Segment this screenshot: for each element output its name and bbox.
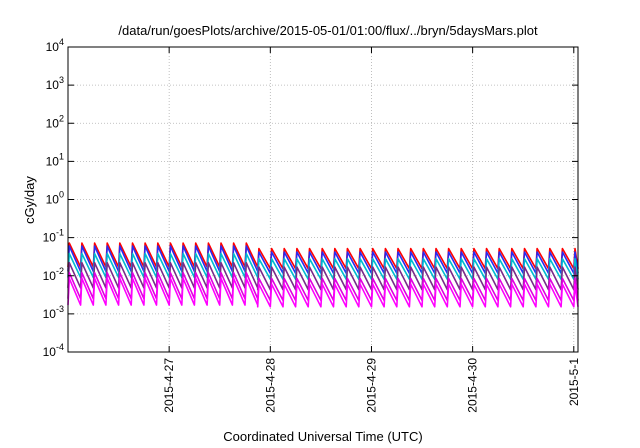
y-tick-label: 10-3 (43, 304, 64, 321)
y-tick-label: 101 (46, 151, 64, 168)
x-tick-label: 2015-4-30 (466, 358, 480, 413)
y-axis-label: cGy/day (22, 176, 37, 224)
y-tick-label: 10-2 (43, 266, 64, 283)
x-tick-label: 2015-5-1 (567, 358, 581, 406)
y-tick-label: 100 (46, 190, 64, 207)
grid (68, 47, 578, 352)
y-tick-label: 102 (46, 113, 64, 130)
x-axis-label: Coordinated Universal Time (UTC) (223, 429, 422, 444)
x-axis: 2015-4-27 2015-4-28 2015-4-29 2015-4-30 2015… (162, 47, 581, 413)
y-tick-label: 10-1 (43, 228, 64, 245)
y-axis: 10-4 10-3 10-2 10-1 100 101 102 103 104 (43, 37, 578, 359)
y-tick-label: 103 (46, 75, 64, 92)
chart-title: /data/run/goesPlots/archive/2015-05-01/0… (118, 23, 538, 38)
x-tick-label: 2015-4-28 (263, 358, 277, 413)
series-line (67, 277, 579, 308)
y-tick-label: 10-4 (43, 342, 64, 359)
y-tick-label: 104 (46, 37, 64, 54)
x-tick-label: 2015-4-27 (162, 358, 176, 413)
x-tick-label: 2015-4-29 (364, 358, 378, 413)
series-layer (67, 242, 579, 308)
